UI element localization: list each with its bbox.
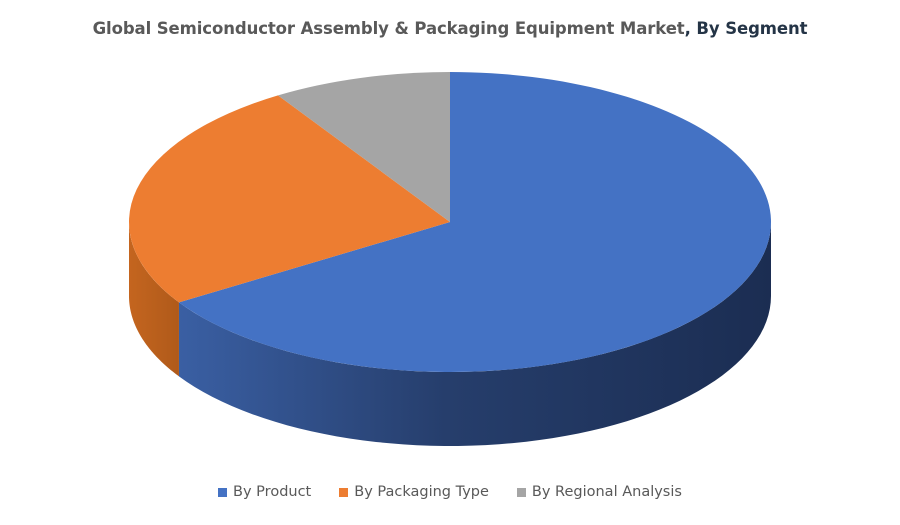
chart-title-main: Global Semiconductor Assembly & Packagin… (92, 19, 685, 38)
legend-label-by-packaging-type: By Packaging Type (354, 484, 489, 500)
pie-side-by-packaging-type (129, 222, 179, 377)
pie-side-by-product (178, 222, 772, 446)
legend-label-by-regional-analysis: By Regional Analysis (531, 484, 682, 500)
legend-item-by-packaging-type: By Packaging Type (339, 484, 489, 500)
legend: By Product By Packaging Type By Regional… (0, 484, 900, 500)
chart-title-suffix: , By Segment (684, 19, 808, 38)
pie-slice-by-packaging-type (129, 95, 450, 303)
legend-item-by-product: By Product (218, 484, 311, 500)
legend-swatch-by-packaging-type (339, 487, 349, 497)
legend-item-by-regional-analysis: By Regional Analysis (516, 484, 682, 500)
legend-label-by-product: By Product (233, 484, 312, 500)
pie-sides (129, 222, 772, 446)
legend-swatch-by-product (218, 487, 228, 497)
legend-swatch-by-regional-analysis (516, 487, 526, 497)
pie-slice-by-regional-analysis (278, 72, 450, 222)
pie-slice-by-product (178, 72, 772, 372)
chart-title: Global Semiconductor Assembly & Packagin… (0, 19, 900, 38)
pie-tops (129, 72, 772, 372)
